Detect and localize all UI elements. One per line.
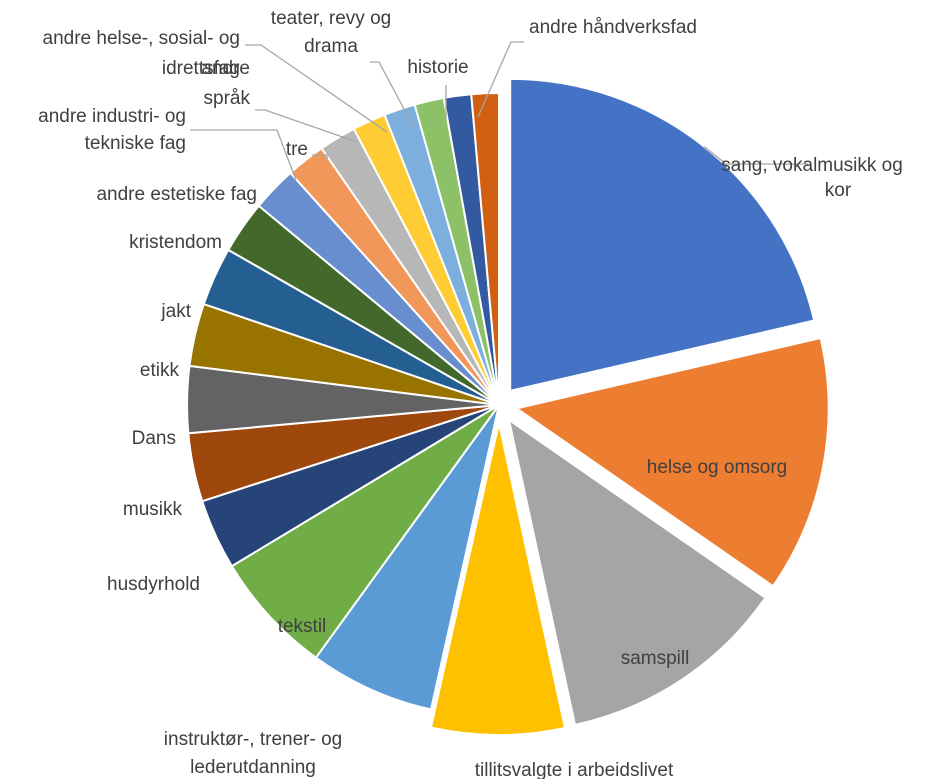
leader-line-andre-handverksfad	[477, 41, 524, 118]
slice-label-historie: historie	[407, 57, 468, 78]
slice-label-andre-sprak: andre språk	[201, 58, 250, 109]
slice-label-etikk: etikk	[140, 360, 180, 381]
slice-label-kristendom: kristendom	[129, 232, 222, 253]
leader-line-teater-revy-og-drama	[370, 61, 414, 127]
slice-label-instrukt-r-trener-og-lederutdanning: instruktør-, trener- og lederutdanning	[164, 729, 342, 778]
leader-line-andre-industri-og-tekniske-fag	[190, 129, 297, 181]
slice-label-helse-og-omsorg: helse og omsorg	[647, 457, 787, 478]
slice-label-teater-revy-og-drama: teater, revy og drama	[271, 8, 391, 57]
leader-line-andre-helse-sosial-og-idrettsfag	[245, 44, 388, 133]
pie-slice-instrukt-r-trener-og-lederutdanning	[314, 404, 500, 711]
pie-slice-tekstil	[230, 404, 500, 660]
slice-label-samspill: samspill	[621, 648, 690, 669]
pie-slice-samspill	[507, 417, 767, 727]
slice-label-dans: Dans	[132, 428, 176, 449]
pie-slice-tillitsvalgte-i-arbeidslivet	[429, 422, 567, 736]
slice-label-tekstil: tekstil	[278, 616, 327, 637]
leader-line-tre	[312, 154, 328, 161]
leader-line-sang-vokalmusikk-og-kor	[703, 146, 808, 165]
slice-label-musikk: musikk	[123, 499, 183, 520]
slice-label-andre-helse-sosial-og-idrettsfag: andre helse-, sosial- og idrettsfag	[43, 28, 241, 79]
slice-label-jakt: jakt	[160, 301, 191, 322]
slice-label-sang-vokalmusikk-og-kor: sang, vokalmusikk og kor	[721, 155, 903, 201]
leader-line-andre-sprak	[255, 109, 358, 143]
slice-label-andre-handverksfad: andre håndverksfad	[529, 17, 697, 38]
pie-slice-andre-handverksfad	[470, 91, 500, 406]
slice-label-tillitsvalgte-i-arbeidslivet: tillitsvalgte i arbeidslivet	[475, 760, 674, 779]
slice-label-husdyrhold: husdyrhold	[107, 574, 200, 595]
slice-label-andre-industri-og-tekniske-fag: andre industri- og tekniske fag	[38, 106, 186, 154]
pie-slice-sang-vokalmusikk-og-kor	[509, 77, 816, 393]
slice-label-tre: tre	[286, 139, 308, 160]
pie-slice-helse-og-omsorg	[514, 336, 830, 588]
slice-label-andre-estetiske-fag: andre estetiske fag	[96, 184, 257, 205]
